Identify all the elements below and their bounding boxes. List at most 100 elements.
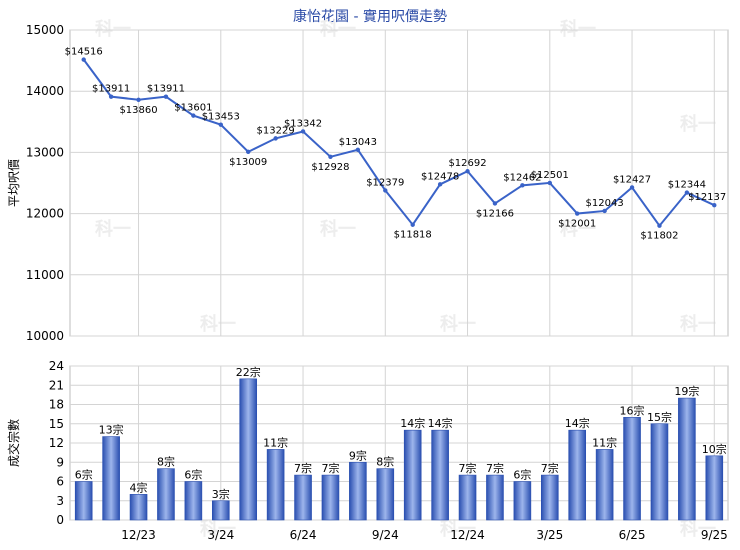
x-tick-label: 9/24: [372, 528, 399, 542]
bar-data-label: 7宗: [321, 461, 339, 475]
price-point: [657, 223, 662, 228]
transaction-bar: [650, 423, 669, 521]
bar-data-label: 14宗: [428, 416, 453, 430]
price-point: [465, 169, 470, 174]
bar-data-label: 6宗: [513, 468, 531, 482]
transaction-bar: [129, 494, 148, 521]
y-tick-label: 11000: [26, 268, 64, 282]
bar-data-label: 8宗: [157, 455, 175, 469]
price-series-line: [82, 59, 715, 228]
watermark: 科一: [320, 218, 356, 240]
y-tick-label: 9: [56, 455, 64, 469]
y-tick-label: 10000: [26, 329, 64, 343]
bar-data-label: 7宗: [294, 461, 312, 475]
x-tick-label: 12/23: [121, 528, 156, 542]
price-data-label: $13229: [257, 125, 295, 136]
price-point: [520, 183, 525, 188]
y-tick-label: 15000: [26, 23, 64, 37]
y-tick-label: 21: [49, 378, 64, 392]
price-point: [383, 188, 388, 193]
price-data-label: $13043: [339, 137, 377, 148]
y-tick-label: 13000: [26, 145, 64, 159]
transaction-bar: [294, 474, 312, 521]
transaction-bar: [403, 429, 422, 521]
watermark: 科一: [200, 313, 236, 335]
transaction-bar: [157, 468, 175, 521]
transaction-bar: [595, 449, 614, 521]
y-tick-label: 0: [56, 513, 64, 527]
bar-data-label: 13宗: [99, 423, 124, 437]
price-data-label: $11818: [394, 230, 432, 241]
bar-data-label: 11宗: [263, 435, 288, 449]
y-tick-label: 3: [56, 494, 64, 508]
bar-data-label: 11宗: [592, 435, 617, 449]
transaction-bar: [458, 474, 477, 521]
transaction-bar: [376, 468, 395, 521]
price-data-label: $13009: [229, 157, 267, 168]
bar-data-label: 3宗: [212, 487, 230, 501]
price-data-label: $12379: [366, 177, 404, 188]
y-axis-label: 平均呎價: [7, 159, 21, 207]
y-tick-label: 12000: [26, 207, 64, 221]
price-point: [108, 94, 114, 99]
price-data-label: $12001: [558, 219, 596, 230]
price-data-label: $12501: [531, 170, 569, 181]
y-tick-label: 15: [49, 417, 64, 431]
price-point: [136, 97, 141, 102]
y-tick-label: 18: [49, 398, 64, 412]
bar-data-label: 9宗: [349, 448, 367, 462]
transaction-bar: [431, 429, 449, 521]
bar-data-label: 6宗: [75, 468, 93, 482]
price-data-label: $12462: [503, 172, 541, 183]
price-point: [191, 113, 196, 118]
bar-data-label: 7宗: [541, 461, 559, 475]
price-data-label: $12478: [421, 171, 459, 182]
price-point: [712, 203, 717, 208]
watermark: 科一: [680, 313, 716, 335]
price-data-label: $12137: [688, 192, 726, 203]
transaction-bar: [349, 461, 367, 521]
price-data-label: $13860: [119, 105, 157, 116]
bar-data-label: 8宗: [376, 455, 394, 469]
transaction-bar: [568, 429, 587, 521]
transaction-bar: [540, 474, 559, 521]
price-point: [575, 211, 580, 216]
bar-data-label: 19宗: [674, 384, 699, 398]
x-tick-label: 12/24: [450, 528, 485, 542]
bar-data-label: 10宗: [702, 442, 727, 456]
price-point: [684, 190, 690, 195]
y-tick-label: 12: [49, 436, 64, 450]
price-data-label: $12692: [448, 158, 486, 169]
price-point: [246, 149, 251, 155]
watermark: 科一: [560, 18, 596, 40]
price-point: [547, 180, 552, 186]
y-axis-label: 成交宗數: [6, 419, 21, 467]
transaction-bar: [623, 417, 641, 521]
transaction-bar: [239, 378, 258, 521]
watermark: 科一: [320, 18, 356, 40]
bar-data-label: 16宗: [620, 403, 645, 417]
y-tick-label: 6: [56, 475, 64, 489]
bar-data-label: 14宗: [565, 416, 590, 430]
price-data-label: $12166: [476, 208, 514, 219]
price-point: [81, 57, 86, 62]
price-data-label: $14516: [65, 47, 103, 58]
price-point: [163, 94, 169, 99]
chart-title: 康怡花園 - 實用呎價走勢: [293, 9, 447, 25]
watermark: 科一: [200, 518, 236, 540]
x-tick-label: 9/25: [701, 528, 728, 542]
bar-data-label: 4宗: [130, 480, 148, 494]
transaction-bar: [184, 481, 203, 521]
price-point: [410, 222, 415, 227]
price-data-label: $13911: [92, 84, 130, 95]
bar-data-label: 15宗: [647, 410, 672, 424]
bar-data-label: 14宗: [400, 416, 425, 430]
watermark: 科一: [95, 218, 131, 240]
price-point: [273, 136, 278, 141]
price-data-label: $12344: [668, 180, 706, 191]
price-point: [328, 154, 333, 160]
price-data-label: $12928: [311, 162, 349, 173]
transaction-bar: [486, 474, 504, 521]
